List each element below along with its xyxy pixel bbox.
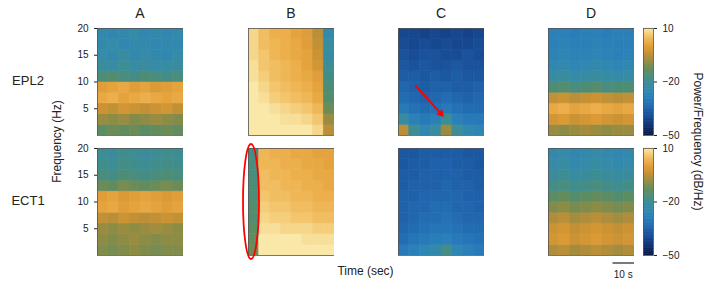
svg-text:10 s: 10 s — [614, 269, 633, 280]
svg-text:15: 15 — [77, 49, 89, 60]
svg-text:10: 10 — [77, 76, 89, 87]
svg-text:ECT1: ECT1 — [11, 193, 44, 208]
svg-text:−20: −20 — [663, 76, 680, 87]
svg-text:15: 15 — [77, 169, 89, 180]
svg-text:D: D — [586, 5, 596, 21]
svg-text:B: B — [286, 5, 295, 21]
svg-text:−50: −50 — [663, 250, 680, 261]
svg-text:−20: −20 — [663, 196, 680, 207]
svg-text:A: A — [135, 5, 145, 21]
svg-text:10: 10 — [77, 196, 89, 207]
svg-text:Time (sec): Time (sec) — [337, 264, 393, 278]
svg-text:20: 20 — [77, 23, 89, 34]
svg-text:Power/Frequency (dB/Hz): Power/Frequency (dB/Hz) — [691, 72, 705, 210]
svg-text:Frequency (Hz): Frequency (Hz) — [50, 100, 64, 183]
svg-text:EPL2: EPL2 — [12, 73, 44, 88]
svg-text:5: 5 — [83, 223, 89, 234]
svg-text:C: C — [436, 5, 446, 21]
svg-text:−50: −50 — [663, 130, 680, 141]
svg-text:10: 10 — [663, 143, 675, 154]
svg-text:5: 5 — [83, 103, 89, 114]
svg-text:20: 20 — [77, 143, 89, 154]
svg-text:10: 10 — [663, 23, 675, 34]
